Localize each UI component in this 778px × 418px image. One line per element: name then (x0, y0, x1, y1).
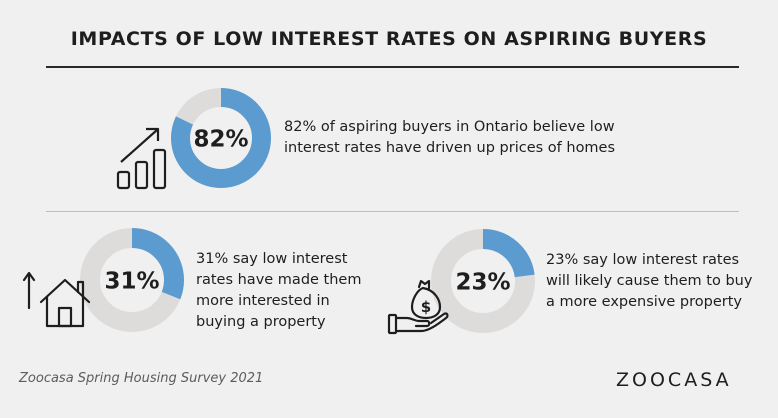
brand-logo: ZOOCASA (616, 369, 732, 391)
donut-chart-23: 23% (431, 229, 535, 333)
donut-segment-31 (80, 228, 184, 332)
trend-arrow-head (146, 127, 160, 141)
hand-fingers (394, 312, 449, 333)
house-with-up-arrow-icon (22, 271, 91, 328)
title-underline (46, 66, 739, 68)
hand-with-money-bag-icon: $ (387, 279, 449, 335)
donut-value-label: 23% (455, 270, 510, 296)
up-arrow-head (22, 271, 36, 282)
hand-palm (394, 316, 431, 328)
stat-description-1: 82% of aspiring buyers in Ontario believ… (284, 117, 615, 159)
bar-medium (134, 160, 149, 190)
dollar-sign-icon: $ (421, 298, 431, 316)
stat-description-2: 31% say low interest rates have made the… (196, 249, 361, 333)
section-divider (46, 211, 739, 212)
stat-text-line: interest rates have driven up prices of … (284, 140, 616, 156)
stat-description-3: 23% say low interest rates will likely c… (546, 250, 752, 313)
hand-cuff (387, 313, 398, 335)
donut-segment-82 (171, 88, 271, 188)
stat-text-line: 31% say low interest (196, 251, 348, 267)
donut-chart-31: 31% (80, 228, 184, 332)
donut-value-label: 31% (104, 269, 159, 295)
stat-text-line: buying a property (196, 314, 326, 330)
trend-line (120, 129, 158, 163)
house-walls (45, 295, 85, 328)
source-caption: Zoocasa Spring Housing Survey 2021 (19, 371, 264, 386)
rising-bar-chart-icon (116, 127, 167, 190)
house-door (57, 306, 73, 328)
stat-text-line: 82% of aspiring buyers in Ontario believ… (284, 119, 615, 135)
stat-text-line: will likely cause them to buy (546, 273, 753, 289)
house-chimney (76, 280, 85, 299)
donut-value-label: 82% (193, 127, 248, 153)
house-roof (39, 278, 91, 304)
money-bag (410, 286, 442, 320)
bar-short (116, 170, 131, 190)
stat-text-line: 23% say low interest rates (546, 252, 740, 268)
page-title: IMPACTS OF LOW INTEREST RATES ON ASPIRIN… (70, 28, 708, 50)
donut-segment-23 (431, 229, 535, 333)
bar-tall (152, 148, 167, 190)
donut-chart-82: 82% (171, 88, 271, 188)
money-bag-tie (417, 279, 431, 290)
stat-text-line: rates have made them (196, 272, 362, 288)
stat-text-line: a more expensive property (546, 294, 742, 310)
stat-text-line: more interested in (196, 293, 330, 309)
